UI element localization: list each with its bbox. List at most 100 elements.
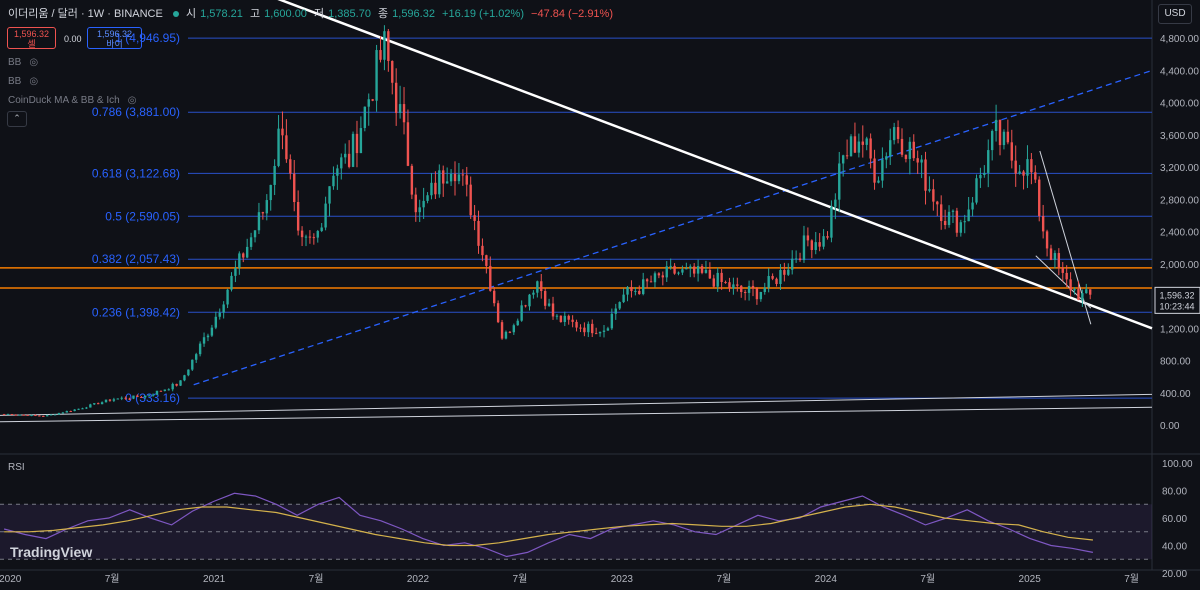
candle-body [414,194,417,213]
indicator-name: BB [8,57,22,68]
candle-body [669,265,672,267]
collapse-indicators-button[interactable]: ⌃ [7,111,27,127]
candle-body [1057,253,1061,268]
candle-body [536,281,539,293]
candle-body [798,258,802,261]
x-tick-label: 7월 [105,573,120,585]
candle-body [747,285,751,293]
y-tick-label: 3,600.00 [1160,131,1199,142]
candle-body [924,159,927,191]
candle-body [712,278,715,287]
candle-body [892,127,896,141]
candle-body [822,236,825,247]
candle-body [532,292,535,295]
candle-body [547,303,551,306]
candle-body [955,210,959,233]
candle-body [344,153,347,158]
eye-hidden-icon[interactable]: ◎ [29,76,39,87]
candle-body [500,322,504,339]
candle-body [53,414,57,416]
candle-body [175,383,178,386]
y-tick-label: 2,800.00 [1160,195,1199,206]
candle-body [112,399,116,401]
candle-body [1073,289,1076,291]
buy-button[interactable]: 1,596.32 바이 [87,27,142,49]
candle-body [116,398,119,400]
candle-body [347,153,351,167]
symbol-title[interactable]: 이더리움 / 달러 · 1W · BINANCE [8,8,163,20]
candle-body [1053,253,1057,260]
x-tick-label: 2022 [407,574,430,585]
candle-body [645,279,649,282]
indicator-row[interactable]: CoinDuck MA & BB & Ich ◎ [8,95,136,106]
candle-body [242,253,245,258]
candle-body [481,245,484,256]
candle-body [740,285,743,292]
x-tick-label: 2020 [0,574,22,585]
candle-body [430,182,433,196]
y-tick-label: 4,400.00 [1160,66,1199,77]
fib-level-label: 0.382 (2,057.43) [92,252,180,266]
sell-label: 셀 [27,39,36,49]
indicator-row[interactable]: BB ◎ [8,57,38,68]
candle-body [198,343,202,355]
eye-hidden-icon[interactable]: ◎ [127,95,137,106]
candle-body [144,395,147,398]
candle-body [359,128,363,154]
open-value: 1,578.21 [200,8,243,20]
candle-body [642,279,645,295]
candle-body [932,189,935,202]
candle-body [296,202,300,231]
candle-body [293,173,296,203]
candle-body [151,394,155,396]
candle-body [763,287,766,292]
market-status-icon [172,11,179,17]
indicator-row[interactable]: BB ◎ [8,76,38,87]
candle-body [877,180,880,183]
candle-body [449,173,453,182]
candle-body [253,230,257,238]
sell-button[interactable]: 1,596.32 셀 [7,27,56,49]
candle-body [214,316,218,328]
candle-body [410,165,414,195]
candle-body [312,237,316,239]
buy-price: 1,596.32 [96,29,133,39]
candle-body [634,290,637,292]
candle-body [779,270,782,285]
candle-body [1026,159,1029,176]
eye-hidden-icon[interactable]: ◎ [29,57,39,68]
candle-body [367,99,370,107]
candle-body [1041,215,1045,232]
candle-body [689,266,692,269]
candle-body [398,104,402,113]
y-tick-label: 0.00 [1160,421,1180,432]
y-tick-label: 2,400.00 [1160,228,1199,239]
candle-body [990,130,994,151]
candle-body [120,397,123,399]
candle-body [685,268,688,270]
candle-body [132,395,135,399]
candle-body [383,31,386,60]
candle-body [1038,179,1041,216]
candle-body [402,104,406,123]
candle-body [594,333,598,335]
candle-body [936,201,939,205]
candle-body [18,414,21,416]
currency-selector[interactable]: USD [1158,4,1192,24]
candle-body [728,282,731,289]
candle-body [465,175,468,185]
candle-body [524,305,527,307]
dashed-trend-line [193,69,1153,386]
candle-body [371,99,374,101]
candle-body [340,157,343,169]
candle-body [2,414,6,416]
candle-body [653,273,657,283]
candle-body [920,159,923,163]
x-tick-label: 2024 [815,574,838,585]
candle-body [630,286,633,292]
candle-body [387,31,390,61]
logo-text: TradingView [10,544,93,560]
candle-body [900,138,904,155]
candle-body [1065,272,1068,280]
